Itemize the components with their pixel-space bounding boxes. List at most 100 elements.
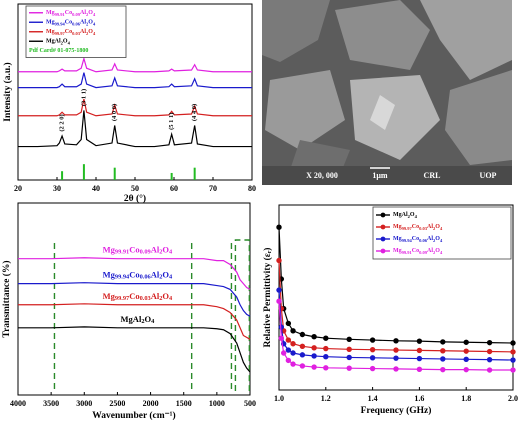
chart: 1.0 1.2 1.4 1.6 1.8 2.0 Frequency (GHz) Relativ… xyxy=(262,204,518,416)
x-tick-label: 4000 xyxy=(10,399,26,408)
data-point xyxy=(323,345,329,352)
series-line xyxy=(18,98,252,117)
x-tick-label: 1.6 xyxy=(414,394,424,403)
legend-label: MgAl2O4 xyxy=(46,39,71,46)
series-line xyxy=(278,227,514,344)
sem-institution: UOP xyxy=(480,171,497,180)
legend-label: Mg99.97Co0.03Al2O4 xyxy=(393,224,443,231)
data-point xyxy=(369,346,376,353)
legend-label: MgAl2O4 xyxy=(393,212,418,219)
sem-info-bar xyxy=(262,166,512,185)
data-point xyxy=(463,356,469,362)
data-point xyxy=(276,287,282,293)
data-point xyxy=(393,355,399,361)
data-point xyxy=(299,363,306,369)
x-axis-label: Wavenumber (cm⁻¹) xyxy=(92,410,175,421)
x-tick-label: 3000 xyxy=(76,399,92,408)
sem-grain xyxy=(445,70,512,165)
data-point xyxy=(290,328,296,334)
sem-grain xyxy=(420,0,512,80)
x-tick-label: 70 xyxy=(209,184,217,193)
data-point xyxy=(393,347,399,353)
peak-label: (4 4 0) xyxy=(191,104,198,121)
sem-grain xyxy=(262,0,330,62)
legend-marker xyxy=(380,212,386,218)
data-point xyxy=(280,350,287,356)
legend-label: Pdf Card# 01-075-1800 xyxy=(29,48,88,54)
legend-marker xyxy=(380,236,386,242)
legend-label: Mg99.91Co0.09Al2O4 xyxy=(393,248,443,255)
data-point xyxy=(369,365,376,372)
y-axis-label: Transmittance (%) xyxy=(1,260,12,337)
x-tick-label: 1.0 xyxy=(274,394,284,403)
data-point xyxy=(510,349,516,355)
data-point xyxy=(393,338,399,344)
data-point xyxy=(416,355,423,362)
data-point xyxy=(311,364,317,370)
sem-grain xyxy=(335,0,430,70)
legend-label: Mg99.97Co0.03Al2O4 xyxy=(46,29,96,36)
x-axis-label: 2θ (°) xyxy=(124,193,146,204)
legend-marker xyxy=(380,224,386,230)
data-point xyxy=(285,337,292,343)
x-tick-label: 20 xyxy=(14,184,22,193)
series-line xyxy=(278,290,514,361)
peak-label: (4 0 0) xyxy=(111,104,118,121)
x-tick-label: 1.4 xyxy=(368,394,378,403)
data-point xyxy=(276,298,282,304)
legend-frame xyxy=(372,206,512,260)
y-axis-label: Intensity (a.u.) xyxy=(2,62,13,121)
x-tick-label: 40 xyxy=(92,184,100,193)
data-point xyxy=(416,338,423,344)
data-point xyxy=(346,365,352,371)
x-tick-label: 1.8 xyxy=(461,394,471,403)
data-point xyxy=(323,365,329,371)
data-point xyxy=(285,357,292,364)
series-label: Mg99.97Co0.03Al2O4 xyxy=(103,291,173,303)
data-point xyxy=(311,334,317,340)
series-line xyxy=(18,56,252,73)
legend-label: Mg99.94Co0.06Al2O4 xyxy=(46,20,96,27)
data-point xyxy=(323,354,329,360)
data-point xyxy=(369,355,376,361)
data-point xyxy=(346,346,352,352)
sem-lab: CRL xyxy=(424,171,441,180)
legend-label: Mg99.94Co0.06Al2O4 xyxy=(393,236,443,243)
data-point xyxy=(323,335,329,341)
data-point xyxy=(440,348,446,354)
series-line xyxy=(18,257,251,290)
data-point xyxy=(299,331,306,338)
series-line xyxy=(18,326,251,373)
series-line xyxy=(278,301,513,371)
data-point xyxy=(346,336,352,343)
data-point xyxy=(299,352,306,358)
data-point xyxy=(510,340,516,346)
series-label: Mg99.91Co0.09Al2O4 xyxy=(103,245,173,257)
sem-grain xyxy=(370,95,395,130)
x-tick-label: 2500 xyxy=(109,399,125,408)
data-point xyxy=(510,357,516,363)
data-point xyxy=(285,347,292,353)
x-tick-label: 50 xyxy=(131,184,139,193)
sem-image: X 20, 000 1μm CRL UOP xyxy=(262,0,512,185)
legend-label: Mg99.91Co0.09Al2O4 xyxy=(46,10,96,17)
y-axis-label: Relative Permittivity (εᵣ) xyxy=(262,248,273,348)
peak-label: (2 2 0) xyxy=(59,114,66,131)
data-point xyxy=(486,356,493,363)
x-tick-label: 1500 xyxy=(176,399,192,408)
data-point xyxy=(486,367,493,373)
peak-label: (5 1 1) xyxy=(168,113,175,130)
x-tick-label: 30 xyxy=(53,184,61,193)
data-point xyxy=(278,335,285,341)
sem-grain xyxy=(350,75,440,160)
data-point xyxy=(299,343,306,350)
data-point xyxy=(440,366,446,373)
series-line xyxy=(18,72,252,89)
data-point xyxy=(346,354,352,361)
data-point xyxy=(369,337,376,343)
x-tick-label: 80 xyxy=(248,184,256,193)
data-point xyxy=(290,361,296,367)
data-point xyxy=(416,366,423,372)
data-point xyxy=(393,366,399,372)
